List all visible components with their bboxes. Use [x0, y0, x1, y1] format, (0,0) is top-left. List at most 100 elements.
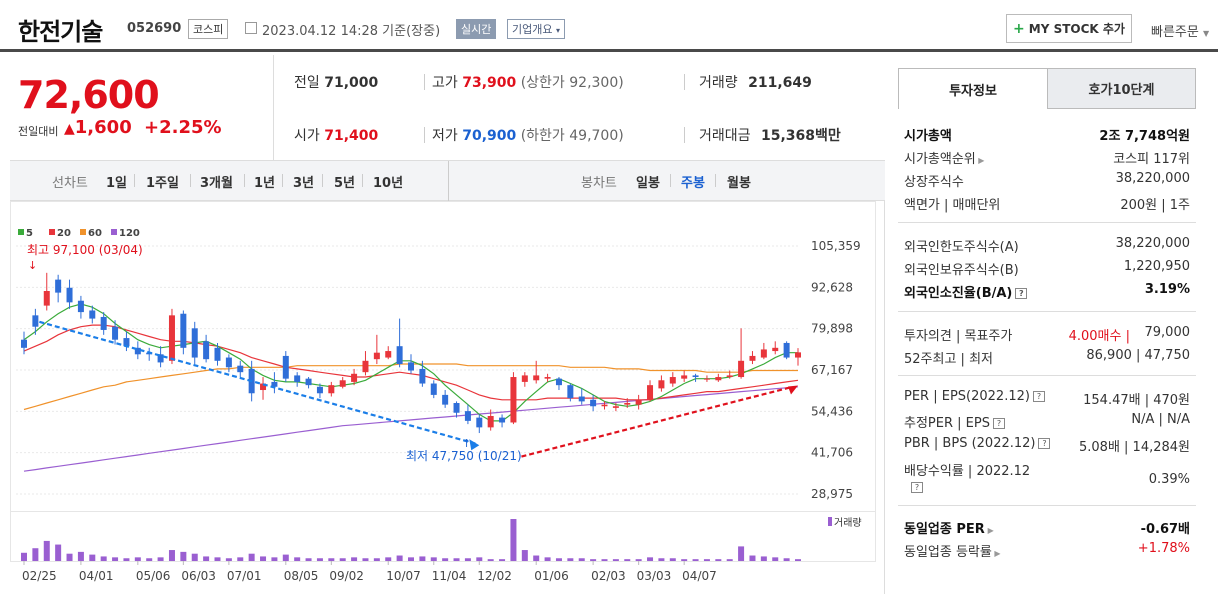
x-tick-label: 11/04 — [432, 569, 467, 583]
change-amount: 1,600 — [74, 117, 132, 138]
volume-bar — [282, 554, 289, 561]
volume-bar — [89, 554, 96, 561]
info-label: 추정PER | EPS? — [904, 412, 1005, 431]
info-row: 동일업종 등락률 ▶ +1.78% — [904, 541, 1190, 561]
candle-body — [112, 326, 119, 340]
candle-body — [635, 399, 642, 405]
volume-label: 거래량 — [699, 75, 738, 91]
volume-bar — [271, 557, 278, 561]
chevron-right-icon[interactable]: ▶ — [984, 526, 994, 535]
candle-body — [578, 396, 585, 402]
info-row: 투자의견 | 목표주가 4.00매수 | 79,000 — [904, 325, 1190, 345]
candle-body — [362, 360, 369, 373]
info-row: 동일업종 PER ▶ -0.67배 — [904, 518, 1190, 538]
up-triangle-icon: ▲ — [64, 121, 75, 137]
quick-order-button[interactable]: 빠른주문 ▼ — [1151, 21, 1209, 40]
tab-5y[interactable]: 5년 — [334, 176, 356, 191]
tab-1w[interactable]: 1주일 — [146, 176, 179, 191]
low-annotation: 최저 47,750 (10/21) — [406, 449, 522, 463]
candle-body — [533, 375, 540, 381]
divider — [448, 161, 449, 202]
volume-bar — [248, 553, 255, 561]
volume-bar — [533, 555, 540, 561]
volume-bar — [21, 552, 27, 561]
divider — [424, 74, 425, 90]
chart-tabs: 선차트 1일 1주일 3개월 1년 3년 5년 10년 봉차트 일봉 주봉 월봉 — [10, 160, 885, 202]
candle-body — [225, 357, 232, 368]
realtime-button[interactable]: 실시간 — [456, 19, 497, 39]
volume-bar — [772, 557, 779, 561]
info-label: 배당수익률 | 2022.12? — [904, 464, 1031, 493]
volume-bar — [294, 557, 301, 561]
volume-bar — [351, 557, 358, 561]
candle-body — [43, 290, 50, 306]
info-label: 시가총액순위 ▶ — [904, 152, 985, 167]
tab-3m[interactable]: 3개월 — [200, 176, 233, 191]
volume-bar — [738, 546, 745, 561]
tab-3y[interactable]: 3년 — [293, 176, 315, 191]
volume-bar — [66, 553, 73, 561]
mystock-add-button[interactable]: + MY STOCK 추가 — [1006, 14, 1132, 43]
candle-chart-label: 봉차트 — [581, 176, 617, 191]
high-annotation: 최고 97,100 (03/04) — [27, 243, 143, 257]
candle-body — [294, 375, 301, 382]
stock-header: 한전기술 052690 코스피 2023.04.12 14:28 기준(장중) … — [0, 0, 1218, 52]
candle-body — [328, 385, 335, 394]
divider — [282, 174, 283, 187]
candle-body — [408, 362, 414, 371]
stock-chart[interactable]: 105,359 92,628 79,898 67,167 54,436 41,706 28,… — [10, 201, 885, 594]
tab-monthly[interactable]: 월봉 — [727, 176, 751, 191]
candle-body — [55, 279, 62, 293]
info-row: 외국인보유주식수(B) 1,220,950 — [904, 259, 1190, 279]
volume-bar — [373, 558, 380, 561]
candle-body — [66, 287, 73, 303]
amount-value: 15,368 — [760, 128, 816, 144]
legend-label: 120 — [119, 228, 140, 239]
help-icon[interactable]: ? — [992, 418, 1005, 429]
chart-svg: 105,359 92,628 79,898 67,167 54,436 41,706 28,… — [10, 201, 876, 583]
candle-body — [715, 377, 722, 381]
change-percent: +2.25% — [144, 117, 222, 138]
candle-body — [453, 403, 460, 413]
datetime-value: 2023.04.12 14:28 — [262, 24, 379, 39]
tab-orderbook-10[interactable]: 호가10단계 — [1047, 68, 1196, 109]
help-icon[interactable]: ? — [1015, 288, 1028, 299]
tab-daily[interactable]: 일봉 — [636, 176, 660, 191]
tab-1d[interactable]: 1일 — [106, 176, 128, 191]
tab-investment-info[interactable]: 투자정보 — [898, 68, 1048, 109]
open-price: 시가 71,400 — [294, 125, 378, 145]
info-value: 2조 7,748억원 — [1099, 129, 1190, 144]
candle-body — [351, 373, 358, 382]
help-icon[interactable]: ? — [911, 482, 923, 493]
tab-10y[interactable]: 10년 — [373, 176, 404, 191]
prev-value: 71,000 — [324, 75, 379, 91]
chevron-right-icon[interactable]: ▶ — [975, 156, 985, 165]
volume-bar — [703, 559, 710, 561]
volume-bar — [715, 559, 722, 561]
tab-1y[interactable]: 1년 — [254, 176, 276, 191]
divider — [898, 505, 1196, 506]
info-value: -0.67배 — [1140, 522, 1190, 537]
legend-label: 60 — [88, 228, 102, 239]
chevron-right-icon[interactable]: ▶ — [991, 549, 1001, 558]
volume-bar — [499, 559, 506, 561]
volume-bar — [362, 558, 369, 561]
help-icon[interactable]: ? — [1032, 391, 1045, 402]
volume-bar — [795, 559, 801, 561]
tab-weekly[interactable]: 주봉 — [681, 176, 705, 191]
info-label: 외국인보유주식수(B) — [904, 263, 1019, 278]
open-label: 시가 — [294, 128, 320, 144]
corp-info-dropdown[interactable]: 기업개요 ▾ — [507, 19, 565, 39]
help-icon[interactable]: ? — [1038, 438, 1051, 449]
candle-body — [21, 339, 27, 348]
divider — [244, 174, 245, 187]
candle-body — [681, 375, 688, 379]
info-label: 동일업종 PER ▶ — [904, 522, 994, 537]
legend-swatch — [18, 229, 24, 235]
low-label: 저가 — [432, 128, 458, 144]
info-row: 배당수익률 | 2022.12? 0.39% — [904, 460, 1190, 493]
y-tick-label: 67,167 — [811, 363, 853, 377]
candle-body — [487, 415, 494, 428]
x-tick-label: 08/05 — [284, 569, 319, 583]
volume-bar — [157, 557, 164, 561]
